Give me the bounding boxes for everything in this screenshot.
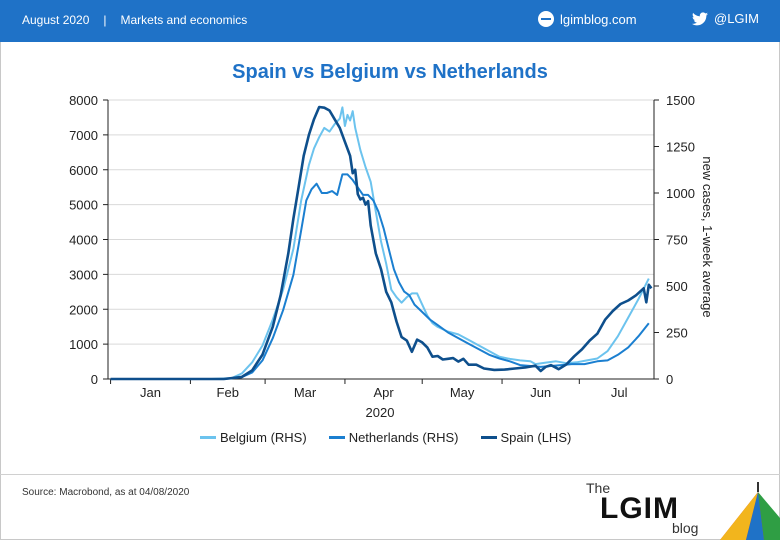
site-label: lgimblog.com bbox=[560, 11, 637, 27]
header-bar: August 2020 | Markets and economics lgimbl… bbox=[0, 0, 780, 42]
lgim-blog-logo[interactable]: The LGIM blog bbox=[586, 478, 780, 540]
left-tick-label: 8000 bbox=[69, 93, 98, 108]
legend-label-netherlands: Netherlands (RHS) bbox=[348, 430, 459, 445]
umbrella-icon bbox=[720, 482, 780, 540]
web-icon bbox=[538, 11, 554, 27]
left-tick-label: 0 bbox=[91, 372, 98, 387]
right-axis-label: new cases, 1-week average bbox=[700, 156, 715, 317]
x-tick-label: Jul bbox=[611, 385, 628, 400]
legend-item-belgium: Belgium (RHS) bbox=[200, 430, 307, 445]
legend-label-spain: Spain (LHS) bbox=[500, 430, 572, 445]
right-tick-label: 1500 bbox=[666, 93, 695, 108]
left-tick-label: 1000 bbox=[69, 337, 98, 352]
source-note: Source: Macrobond, as at 04/08/2020 bbox=[22, 487, 190, 498]
chart-legend: Belgium (RHS) Netherlands (RHS) Spain (L… bbox=[200, 430, 571, 445]
legend-swatch-spain bbox=[480, 436, 497, 439]
legend-swatch-netherlands bbox=[328, 436, 345, 439]
x-tick-label: Jan bbox=[140, 385, 161, 400]
legend-swatch-belgium bbox=[200, 436, 216, 439]
right-tick-label: 0 bbox=[666, 372, 673, 387]
header-date: August 2020 bbox=[22, 13, 90, 27]
header-separator: | bbox=[103, 13, 107, 27]
footer-divider bbox=[0, 474, 780, 475]
series-line-spain bbox=[110, 105, 653, 381]
left-tick-label: 5000 bbox=[69, 198, 98, 213]
right-tick-label: 500 bbox=[666, 279, 688, 294]
x-tick-label: May bbox=[450, 385, 475, 400]
twitter-icon bbox=[692, 11, 708, 25]
series-line-belgium bbox=[110, 106, 650, 380]
header-section[interactable]: Markets and economics bbox=[120, 13, 248, 27]
right-tick-label: 1250 bbox=[666, 140, 695, 155]
x-axis-label: 2020 bbox=[366, 405, 395, 420]
x-tick-label: Apr bbox=[373, 385, 394, 400]
legend-item-netherlands: Netherlands (RHS) bbox=[328, 430, 459, 445]
right-tick-label: 750 bbox=[666, 233, 688, 248]
legend-label-belgium: Belgium (RHS) bbox=[220, 430, 307, 445]
chart-title: Spain vs Belgium vs Netherlands bbox=[232, 61, 548, 83]
site-link[interactable]: lgimblog.com bbox=[538, 11, 637, 27]
x-tick-label: Jun bbox=[530, 385, 551, 400]
x-tick-label: Mar bbox=[294, 385, 317, 400]
header-left: August 2020 | Markets and economics bbox=[22, 13, 247, 27]
right-tick-label: 1000 bbox=[666, 186, 695, 201]
left-tick-label: 6000 bbox=[69, 163, 98, 178]
legend-item-spain: Spain (LHS) bbox=[480, 430, 572, 445]
left-tick-label: 7000 bbox=[69, 128, 98, 143]
left-tick-label: 2000 bbox=[69, 302, 98, 317]
twitter-handle: @LGIM bbox=[714, 11, 759, 26]
x-tick-label: Feb bbox=[217, 385, 239, 400]
line-chart: 0 1000 2000 3000 4000 5000 6000 7000 8000 0 250 500… bbox=[69, 93, 715, 420]
left-tick-label: 3000 bbox=[69, 267, 98, 282]
left-tick-label: 4000 bbox=[69, 233, 98, 248]
logo-blog: blog bbox=[672, 520, 699, 536]
logo-brand: LGIM bbox=[600, 492, 679, 525]
right-tick-label: 250 bbox=[666, 326, 688, 341]
logo-the: The bbox=[586, 480, 611, 496]
twitter-link[interactable]: @LGIM bbox=[692, 11, 759, 26]
